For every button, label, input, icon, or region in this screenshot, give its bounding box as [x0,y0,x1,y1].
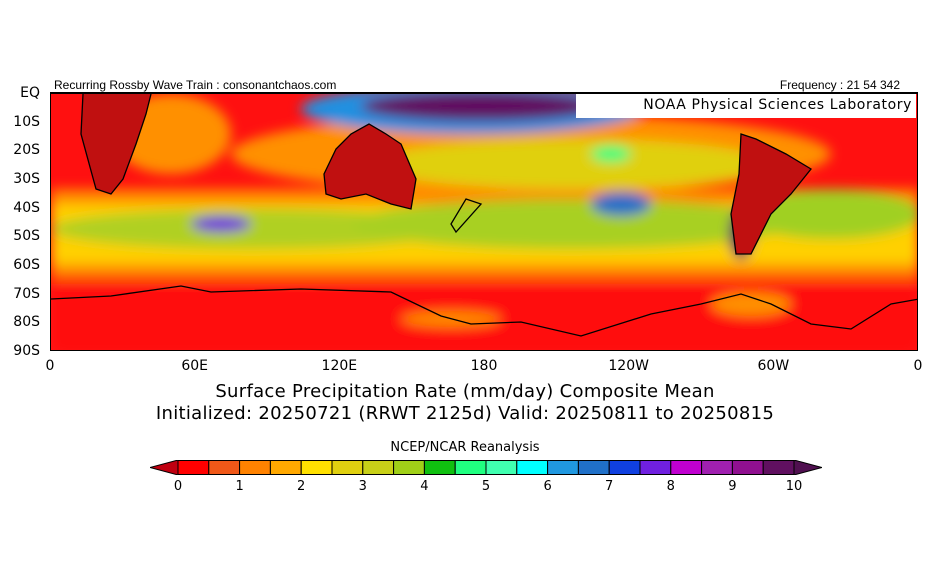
colorbar-label: 5 [481,479,491,494]
colorbar-label: 9 [728,479,737,494]
lat-label: 30S [13,171,40,187]
colorbar-swatch [577,460,610,475]
lat-label: 50S [13,228,40,245]
map-subtitle: Initialized: 20250721 (RRWT 2125d) Valid… [155,403,775,424]
coastlines [51,94,917,337]
colorbar-swatch [670,460,703,475]
lat-label: 20S [13,142,40,159]
colorbar-label: 10 [785,479,803,494]
colorbar-swatch [701,460,733,475]
header-left: Recurring Rossby Wave Train : consonantc… [54,78,337,92]
colorbar-label: 7 [605,479,614,494]
lon-label: 60E [181,358,208,374]
colorbar-label: 4 [420,479,429,494]
colorbar-swatch [177,460,210,475]
lon-label: 60W [757,358,790,374]
lat-label: 10S [13,113,40,130]
colorbar-swatch [454,460,487,475]
lat-label: 40S [13,199,40,216]
colorbar-label: 0 [173,479,183,494]
header-rule [50,92,918,93]
lon-label: 0 [913,358,923,374]
colorbar-swatch [362,460,395,475]
colorbar-swatch [300,460,333,475]
header-right: Frequency : 21 54 342 [779,78,900,92]
precipitation-map [50,93,918,351]
colorbar-swatch [731,460,764,475]
colorbar-label: 8 [666,479,675,494]
colorbar-label: 1 [235,479,244,494]
colorbar-swatch [331,460,364,475]
colorbar-label: 2 [297,479,306,494]
lat-label: 90S [13,343,40,360]
colorbar [150,460,822,475]
lon-label: 0 [45,358,55,374]
colorbar-swatch [762,460,795,475]
colorbar-swatch [208,460,241,475]
colorbar-source: NCEP/NCAR Reanalysis [390,440,540,455]
lat-label: 80S [13,314,40,331]
colorbar-swatch [547,460,579,475]
map-field [51,94,917,350]
lon-label: 180 [470,358,498,374]
colorbar-swatch [269,460,302,475]
colorbar-swatch [393,460,425,475]
lat-label: EQ [20,85,40,101]
colorbar-swatch [516,460,549,475]
colorbar-under-triangle [150,460,179,475]
colorbar-over-triangle [793,460,822,475]
lon-label: 120E [321,358,358,374]
lat-label: 70S [13,285,40,302]
lat-label: 60S [13,257,40,274]
map-title: Surface Precipitation Rate (mm/day) Comp… [215,381,715,402]
colorbar-swatch [485,460,518,475]
credit-label: NOAA Physical Sciences Laboratory [576,94,916,118]
colorbar-swatch [639,460,672,475]
colorbar-swatch [239,460,271,475]
lon-label: 120W [608,358,649,374]
colorbar-label: 3 [358,479,367,494]
colorbar-swatch [608,460,641,475]
colorbar-swatch [423,460,456,475]
colorbar-label: 6 [543,479,552,494]
